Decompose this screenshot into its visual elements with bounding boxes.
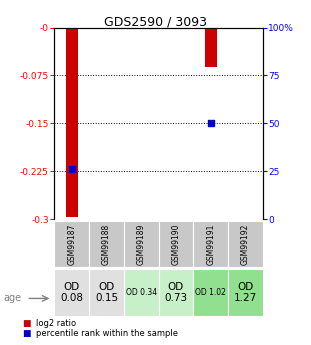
Text: GSM99190: GSM99190	[171, 223, 180, 265]
Bar	[193, 221, 228, 267]
Bar	[159, 221, 193, 267]
Text: GSM99191: GSM99191	[206, 224, 215, 265]
Bar	[124, 221, 159, 267]
Text: ■: ■	[22, 319, 30, 328]
Text: age: age	[3, 294, 21, 303]
Text: OD
0.15: OD 0.15	[95, 282, 118, 303]
Text: OD
1.27: OD 1.27	[234, 282, 257, 303]
Bar	[66, 28, 78, 217]
Text: OD 0.34: OD 0.34	[126, 288, 157, 297]
Text: GSM99192: GSM99192	[241, 224, 250, 265]
Bar	[54, 269, 89, 316]
Text: GSM99187: GSM99187	[67, 224, 76, 265]
Bar	[124, 269, 159, 316]
Point	[208, 120, 213, 126]
Text: ■: ■	[22, 329, 30, 338]
Text: OD
0.73: OD 0.73	[165, 282, 188, 303]
Text: OD 1.02: OD 1.02	[195, 288, 226, 297]
Text: GSM99189: GSM99189	[137, 224, 146, 265]
Text: GDS2590 / 3093: GDS2590 / 3093	[104, 16, 207, 29]
Bar	[54, 221, 89, 267]
Bar	[89, 221, 124, 267]
Text: percentile rank within the sample: percentile rank within the sample	[36, 329, 178, 338]
Bar	[228, 221, 263, 267]
Bar	[205, 28, 217, 67]
Point	[69, 167, 74, 172]
Bar	[159, 269, 193, 316]
Text: log2 ratio: log2 ratio	[36, 319, 76, 328]
Bar	[228, 269, 263, 316]
Bar	[89, 269, 124, 316]
Text: GSM99188: GSM99188	[102, 224, 111, 265]
Bar	[193, 269, 228, 316]
Text: OD
0.08: OD 0.08	[60, 282, 83, 303]
